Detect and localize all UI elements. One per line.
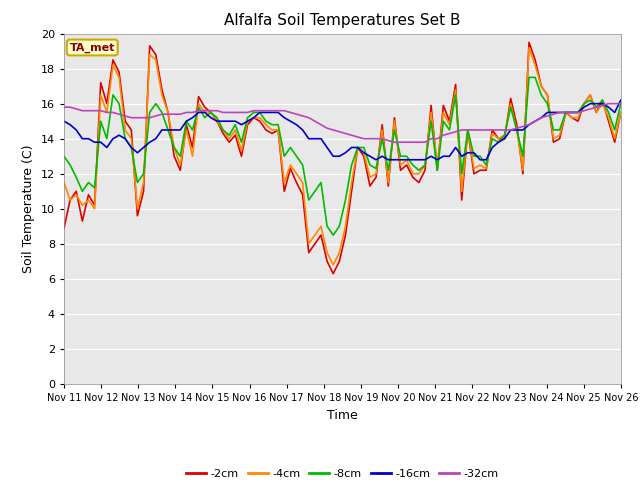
-4cm	[507, 101, 515, 107]
-2cm	[617, 109, 625, 115]
-2cm	[513, 122, 520, 128]
-16cm	[500, 136, 508, 142]
-16cm	[507, 127, 515, 133]
Line: -8cm: -8cm	[64, 77, 621, 235]
-32cm	[397, 139, 404, 145]
-32cm	[390, 139, 398, 145]
-16cm	[60, 118, 68, 124]
Line: -4cm: -4cm	[64, 48, 621, 265]
Line: -16cm: -16cm	[64, 100, 621, 160]
-2cm	[507, 96, 515, 101]
-16cm	[513, 127, 520, 133]
-8cm	[617, 101, 625, 107]
-16cm	[397, 157, 404, 163]
-4cm	[525, 45, 533, 50]
-32cm	[513, 125, 520, 131]
-32cm	[60, 104, 68, 110]
-16cm	[617, 97, 625, 103]
-2cm	[60, 225, 68, 231]
-16cm	[372, 157, 380, 163]
-4cm	[60, 180, 68, 185]
-8cm	[513, 127, 520, 133]
-8cm	[500, 132, 508, 138]
-4cm	[476, 162, 484, 168]
-32cm	[507, 127, 515, 133]
Y-axis label: Soil Temperature (C): Soil Temperature (C)	[22, 144, 35, 273]
-8cm	[476, 154, 484, 159]
-4cm	[397, 162, 404, 168]
-2cm	[330, 271, 337, 276]
-2cm	[525, 39, 533, 45]
-2cm	[538, 84, 545, 89]
-2cm	[500, 136, 508, 142]
-8cm	[507, 104, 515, 110]
Text: TA_met: TA_met	[70, 42, 115, 53]
Line: -32cm: -32cm	[64, 104, 621, 142]
X-axis label: Time: Time	[327, 408, 358, 421]
-16cm	[476, 157, 484, 163]
-8cm	[525, 74, 533, 80]
Line: -2cm: -2cm	[64, 42, 621, 274]
-32cm	[531, 118, 539, 124]
-8cm	[397, 154, 404, 159]
-4cm	[513, 127, 520, 133]
Legend: -2cm, -4cm, -8cm, -16cm, -32cm: -2cm, -4cm, -8cm, -16cm, -32cm	[182, 465, 503, 480]
-4cm	[500, 132, 508, 138]
-32cm	[476, 127, 484, 133]
-8cm	[330, 232, 337, 238]
-8cm	[538, 92, 545, 98]
Title: Alfalfa Soil Temperatures Set B: Alfalfa Soil Temperatures Set B	[224, 13, 461, 28]
-32cm	[617, 101, 625, 107]
-32cm	[605, 101, 612, 107]
-16cm	[531, 118, 539, 124]
-2cm	[397, 168, 404, 173]
-2cm	[476, 168, 484, 173]
-4cm	[330, 262, 337, 268]
-4cm	[538, 84, 545, 89]
-4cm	[617, 109, 625, 115]
-8cm	[60, 154, 68, 159]
-32cm	[500, 127, 508, 133]
